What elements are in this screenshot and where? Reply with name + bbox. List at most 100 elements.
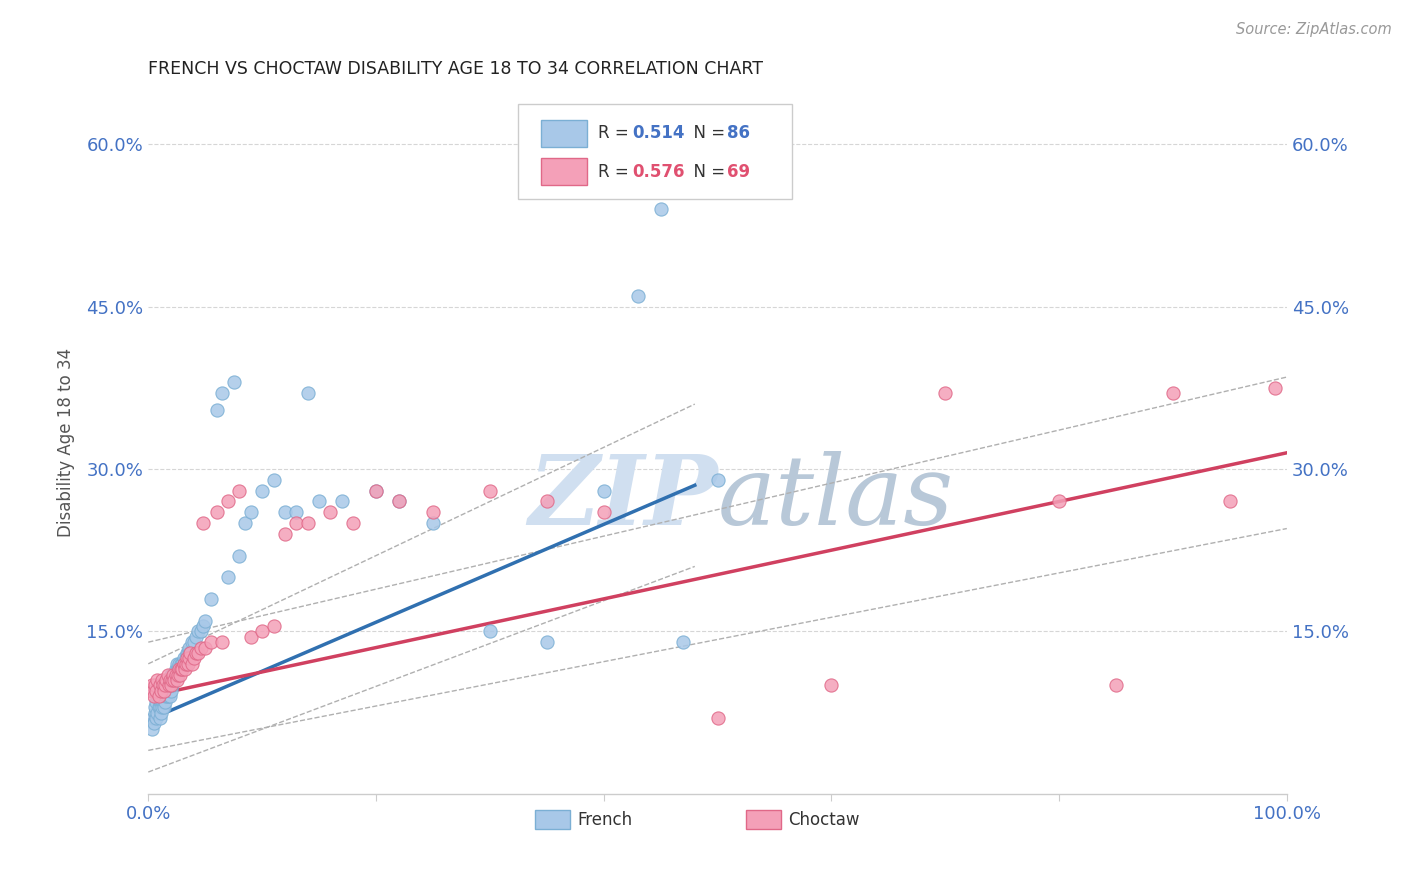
Point: [176, 646, 198, 660]
Text: R =: R =: [598, 124, 634, 142]
Point: [239, 630, 262, 644]
Point: [169, 662, 191, 676]
Point: [228, 483, 250, 498]
Point: [650, 202, 672, 217]
Point: [706, 711, 728, 725]
Point: [149, 711, 172, 725]
Text: French: French: [576, 811, 633, 829]
Point: [148, 700, 170, 714]
Point: [162, 673, 184, 687]
Text: FRENCH VS CHOCTAW DISABILITY AGE 18 TO 34 CORRELATION CHART: FRENCH VS CHOCTAW DISABILITY AGE 18 TO 3…: [148, 60, 763, 78]
Point: [166, 667, 188, 681]
Point: [149, 695, 172, 709]
Point: [177, 646, 200, 660]
Point: [211, 386, 233, 401]
Point: [155, 673, 177, 687]
Point: [173, 657, 195, 671]
Point: [149, 678, 172, 692]
Point: [172, 657, 194, 671]
Text: 0.576: 0.576: [633, 163, 685, 181]
Point: [1161, 386, 1184, 401]
Point: [163, 667, 186, 681]
Point: [217, 494, 239, 508]
Point: [146, 690, 169, 704]
Point: [169, 667, 191, 681]
Point: [173, 657, 195, 671]
Point: [156, 667, 179, 681]
Point: [706, 473, 728, 487]
Point: [167, 667, 190, 681]
Text: Choctaw: Choctaw: [787, 811, 859, 829]
Point: [160, 667, 183, 681]
Point: [1047, 494, 1070, 508]
Point: [388, 494, 411, 508]
Point: [191, 516, 214, 530]
Point: [179, 646, 201, 660]
Point: [200, 635, 222, 649]
Point: [592, 483, 614, 498]
Point: [160, 684, 183, 698]
Point: [142, 711, 165, 725]
Point: [160, 678, 183, 692]
Point: [155, 690, 177, 704]
Point: [167, 657, 190, 671]
Text: Source: ZipAtlas.com: Source: ZipAtlas.com: [1236, 22, 1392, 37]
Point: [150, 673, 173, 687]
Point: [184, 630, 207, 644]
Point: [190, 640, 212, 655]
Point: [250, 483, 273, 498]
Point: [152, 695, 174, 709]
Y-axis label: Disability Age 18 to 34: Disability Age 18 to 34: [58, 347, 75, 536]
Point: [159, 678, 181, 692]
Point: [155, 678, 177, 692]
Point: [153, 700, 176, 714]
Point: [163, 673, 186, 687]
Point: [162, 667, 184, 681]
Point: [364, 483, 387, 498]
Point: [422, 505, 444, 519]
Point: [166, 657, 188, 671]
Point: [179, 646, 201, 660]
Text: N =: N =: [683, 163, 731, 181]
Point: [141, 722, 163, 736]
Point: [160, 673, 183, 687]
Point: [297, 516, 319, 530]
Point: [183, 651, 205, 665]
Point: [156, 678, 179, 692]
Point: [285, 505, 308, 519]
Point: [934, 386, 956, 401]
Point: [239, 505, 262, 519]
Point: [170, 662, 193, 676]
Point: [672, 635, 695, 649]
Point: [155, 678, 177, 692]
Point: [250, 624, 273, 639]
Point: [157, 673, 180, 687]
Point: [180, 635, 202, 649]
Point: [308, 494, 330, 508]
Point: [191, 619, 214, 633]
Point: [155, 695, 177, 709]
Point: [179, 640, 201, 655]
Point: [143, 716, 166, 731]
Point: [143, 706, 166, 720]
Point: [184, 646, 207, 660]
Point: [1105, 678, 1128, 692]
Point: [319, 505, 342, 519]
Point: [228, 549, 250, 563]
Point: [592, 505, 614, 519]
Point: [478, 624, 501, 639]
Text: N =: N =: [683, 124, 731, 142]
Point: [180, 657, 202, 671]
Point: [211, 635, 233, 649]
Point: [177, 657, 200, 671]
Point: [143, 700, 166, 714]
Point: [159, 690, 181, 704]
Point: [149, 684, 172, 698]
Point: [194, 614, 217, 628]
Point: [153, 690, 176, 704]
Point: [170, 657, 193, 671]
Point: [217, 570, 239, 584]
Text: 86: 86: [727, 124, 749, 142]
Point: [330, 494, 353, 508]
Point: [297, 386, 319, 401]
